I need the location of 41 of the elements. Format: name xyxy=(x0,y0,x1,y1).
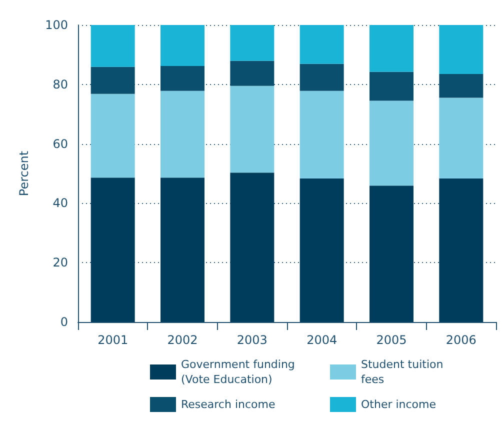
bar xyxy=(300,25,344,64)
bar xyxy=(370,186,414,322)
bar xyxy=(230,172,274,322)
y-tick-label: 80 xyxy=(52,77,68,92)
x-tick-label: 2003 xyxy=(236,333,268,347)
bar xyxy=(370,72,414,101)
bar xyxy=(230,25,274,61)
bar xyxy=(439,25,484,74)
bar xyxy=(439,178,484,322)
bar xyxy=(160,178,204,322)
legend-label: Other income xyxy=(361,398,436,411)
bar xyxy=(370,100,414,186)
y-tick-label: 40 xyxy=(52,196,68,210)
y-axis-title: Percent xyxy=(17,150,31,196)
y-tick-label: 100 xyxy=(45,18,68,32)
x-tick-label: 2002 xyxy=(167,333,198,347)
bar xyxy=(370,25,414,72)
bar xyxy=(230,86,274,173)
y-tick-label: 60 xyxy=(52,136,68,151)
legend-label: Student tuition fees xyxy=(361,358,447,386)
legend-label: Research income xyxy=(181,398,276,411)
x-tick-label: 2006 xyxy=(446,333,476,347)
legend-label: Government funding (Vote Education) xyxy=(181,358,298,386)
y-tick-label: 20 xyxy=(52,256,68,270)
y-tick-label: 0 xyxy=(60,315,68,329)
bar xyxy=(439,74,484,98)
bar xyxy=(300,90,344,179)
bar xyxy=(160,25,204,66)
x-tick-label: 2001 xyxy=(98,333,128,347)
bar xyxy=(300,64,344,91)
bar xyxy=(439,98,484,179)
bar xyxy=(90,25,135,67)
bar xyxy=(160,66,204,91)
x-tick-label: 2005 xyxy=(376,333,407,347)
bar xyxy=(90,178,135,322)
x-tick-label: 2004 xyxy=(306,333,338,347)
bar xyxy=(90,94,135,178)
bar xyxy=(160,90,204,178)
bar xyxy=(230,60,274,86)
bar xyxy=(300,178,344,322)
bar xyxy=(90,66,135,94)
